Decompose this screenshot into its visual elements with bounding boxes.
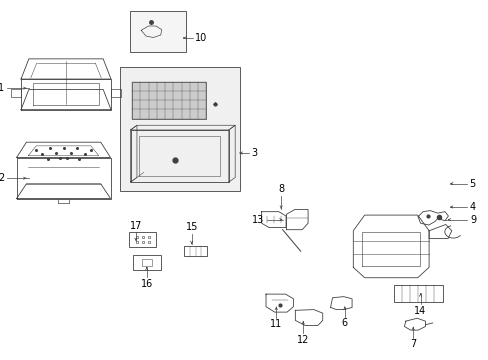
Text: 11: 11 [269, 319, 282, 329]
Bar [132, 255, 161, 270]
Bar [120, 67, 239, 191]
Text: 3: 3 [250, 148, 257, 158]
Text: 5: 5 [468, 179, 475, 189]
Text: 4: 4 [468, 202, 475, 212]
Text: 13: 13 [251, 215, 264, 225]
Text: 2: 2 [0, 173, 4, 183]
Text: 12: 12 [296, 335, 309, 345]
Text: 15: 15 [185, 222, 198, 233]
Text: 8: 8 [278, 184, 284, 194]
Bar [183, 246, 207, 256]
Bar [393, 285, 442, 302]
Text: 9: 9 [469, 215, 475, 225]
Bar [129, 232, 156, 247]
Bar [129, 11, 185, 52]
Text: 16: 16 [140, 279, 153, 289]
Text: 6: 6 [341, 318, 347, 328]
Text: 14: 14 [413, 306, 426, 316]
Text: 17: 17 [129, 221, 142, 231]
Text: 10: 10 [194, 33, 206, 43]
Bar [142, 259, 151, 266]
Text: 7: 7 [409, 339, 415, 349]
Text: 1: 1 [0, 83, 4, 93]
Bar [132, 81, 206, 119]
